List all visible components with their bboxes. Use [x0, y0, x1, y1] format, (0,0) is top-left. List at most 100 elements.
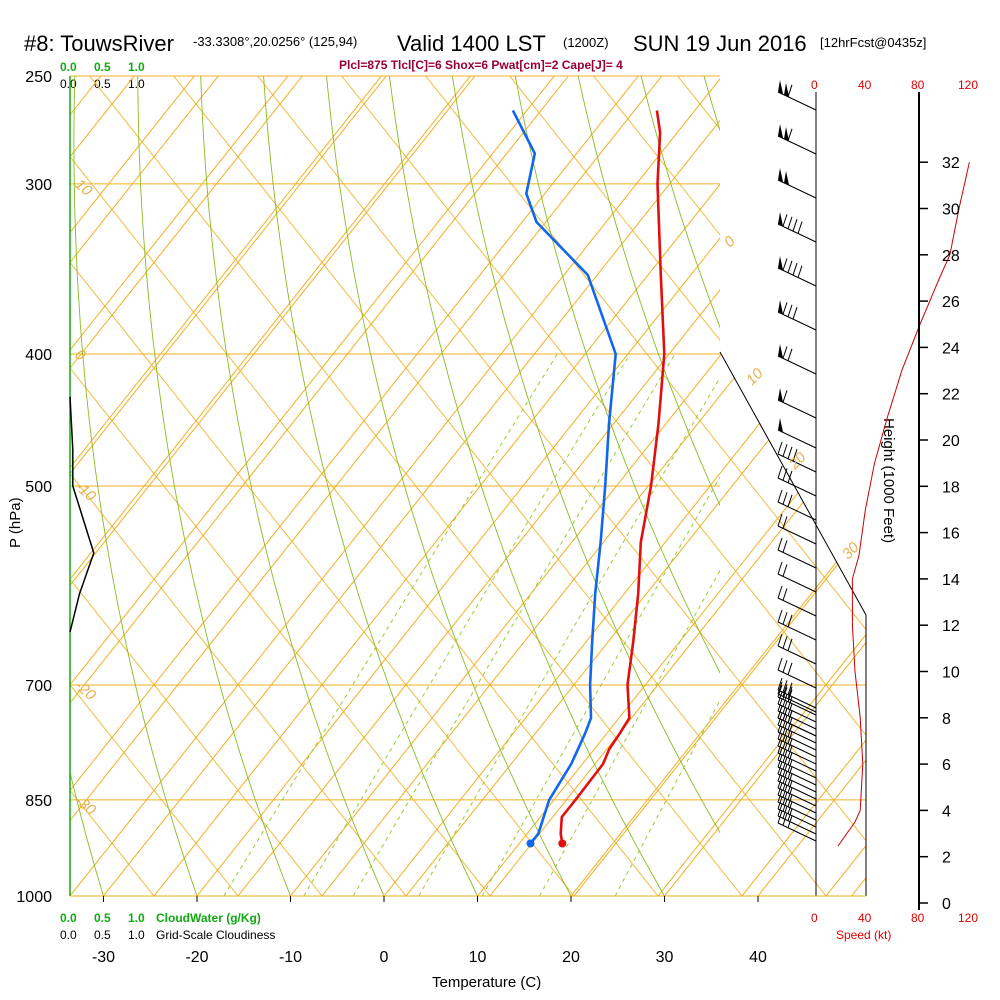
wind-barb-flag [777, 740, 783, 754]
chart-title-coords: -33.3308°,20.0256° (125,94) [193, 34, 357, 49]
isotherm--40 [70, 76, 663, 896]
wind-barb-staff [777, 267, 817, 287]
wind-barb-flag [787, 216, 793, 229]
pressure-tick-label-300: 300 [25, 177, 52, 194]
wind-barb-flag [777, 465, 783, 479]
wind-barb-flag [777, 657, 783, 671]
wind-barb-flag [787, 738, 793, 751]
wind-barb [777, 388, 817, 419]
wind-barb-flag [787, 689, 793, 702]
dry-adiabat--30 [70, 770, 104, 896]
wind-barb-flag [782, 660, 788, 673]
wind-barb-staff [777, 311, 817, 331]
wind-barb-flag [787, 773, 793, 786]
wind-barb-staff [777, 794, 817, 814]
wind-barb-staff [777, 787, 817, 807]
wind-barb [777, 657, 817, 689]
wind-barb [777, 789, 817, 821]
isobar-lines [70, 75, 866, 897]
wind-barb-flag [777, 513, 783, 527]
cloudiness-title: Grid-Scale Cloudiness [156, 928, 275, 942]
isopleth-line [70, 76, 866, 896]
wind-barb-flag [787, 766, 793, 779]
wind-barb-flag [787, 780, 793, 793]
isopleth-line [70, 76, 617, 896]
mixing-ratio-label-2: 2 [304, 904, 312, 918]
wind-barb [777, 733, 817, 765]
wind-barb-flag [777, 754, 783, 768]
wind-barb-flag [777, 585, 783, 599]
skewed-isotherm-label-right: 20 [785, 449, 810, 474]
cloudiness-scale-top-0: 0.0 [60, 77, 77, 91]
mixing-ratio-label-12: 12 [540, 904, 554, 918]
wind-barb [777, 633, 817, 665]
y-axis-title: P (hPa) [7, 497, 24, 548]
temperature-tick-label--10: -10 [279, 949, 302, 966]
isopleth-line [70, 76, 866, 896]
wind-barb-flag [792, 449, 798, 462]
wind-barb-staff [777, 223, 817, 243]
wind-barb-flag [782, 612, 788, 625]
wind-barb-flag [782, 708, 788, 721]
skewed-isotherm-label-left: -20 [71, 677, 99, 704]
speed-tick-bottom-2: 80 [911, 911, 925, 925]
wind-barb-flag [777, 733, 783, 747]
isotherm--30 [103, 76, 756, 896]
wind-barb-flag [782, 806, 788, 819]
wind-barb-flag [787, 348, 793, 361]
wind-barb-flag [777, 561, 783, 575]
wind-barb-flag [777, 537, 783, 551]
dry-adiabat--20 [73, 76, 198, 896]
wind-barb-flag [782, 516, 788, 529]
wind-barb-staff [777, 808, 817, 828]
height-tick-label-4: 4 [942, 803, 951, 820]
wind-barb-staff [777, 710, 817, 730]
wind-barb-flag [777, 677, 783, 691]
wind-barb-staff [777, 696, 817, 716]
wind-barb [777, 698, 817, 730]
isopleth-line [70, 76, 701, 896]
isotherm-30 [664, 76, 866, 896]
wind-barb-staff [777, 801, 817, 821]
isopleth-line [825, 76, 866, 896]
wind-barb-flag [777, 691, 783, 705]
wind-barb-flag [782, 715, 788, 728]
wind-barb-flag [777, 768, 783, 782]
wind-barb-pennant [778, 80, 783, 94]
pressure-tick-label-850: 850 [25, 793, 52, 810]
pressure-tick-label-700: 700 [25, 678, 52, 695]
height-tick-label-12: 12 [942, 618, 960, 635]
wind-barb-flag [777, 489, 783, 503]
sounding-profiles [511, 109, 666, 848]
wind-barb-staff [777, 501, 817, 521]
wind-barb-flag [787, 128, 793, 141]
wind-barbs [777, 80, 817, 842]
pressure-tick-label-400: 400 [25, 347, 52, 364]
height-tick-label-22: 22 [942, 387, 960, 404]
wind-barb-flag [782, 346, 788, 359]
speed-axis-title: Speed (kt) [836, 928, 891, 942]
mixing-ratio-label-5: 5 [420, 904, 427, 918]
wind-barb-flag [777, 633, 783, 647]
wind-barb-flag [777, 705, 783, 719]
dry-adiabat-10 [263, 76, 479, 896]
wind-barb-flag [777, 775, 783, 789]
wind-barb-pennant [778, 256, 783, 270]
dry-adiabat-30 [388, 76, 666, 896]
wind-barb-staff [777, 597, 817, 617]
chart-subtitle: Plcl=875 Tlcl[C]=6 Shox=6 Pwat[cm]=2 Cap… [339, 58, 623, 72]
wind-barb-pennant [778, 300, 783, 314]
wind-speed-line [837, 162, 970, 847]
wind-barb-flag [777, 726, 783, 740]
wind-barb-staff [777, 703, 817, 723]
wind-barb-staff [777, 453, 817, 473]
wind-barb-staff [777, 773, 817, 793]
wind-barb-staff [777, 525, 817, 545]
isopleth-line [70, 76, 407, 896]
wind-barb-flag [777, 684, 783, 698]
wind-barb [777, 719, 817, 751]
wind-barb-flag [787, 710, 793, 723]
temperature-line-point [558, 839, 567, 848]
cloudwater-scale-top-0: 0.0 [60, 60, 77, 74]
